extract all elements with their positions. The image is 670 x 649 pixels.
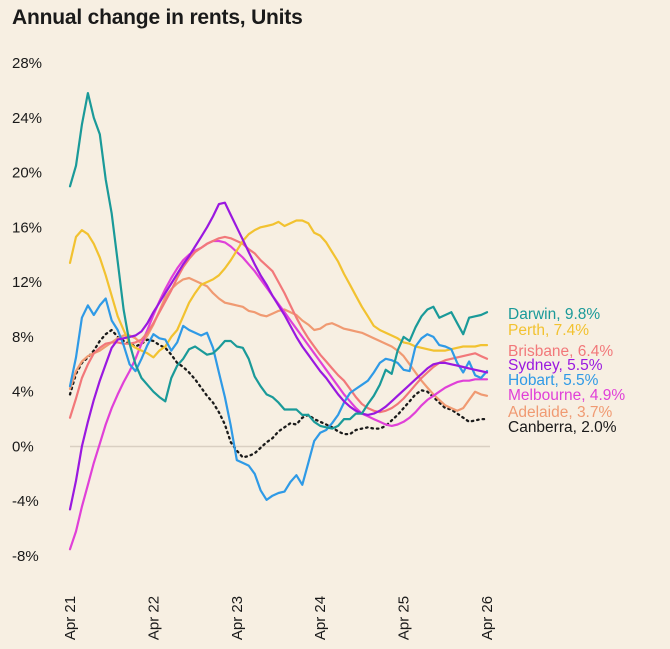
legend-label-sydney: Sydney, 5.5%: [508, 357, 603, 374]
legend-label-adelaide: Adelaide, 3.7%: [508, 404, 612, 421]
x-tick-label: Apr 23: [229, 596, 246, 640]
x-tick-label: Apr 26: [479, 596, 496, 640]
series-line-brisbane: [68, 235, 489, 419]
series-line-sydney: [68, 201, 489, 511]
legend-label-brisbane: Brisbane, 6.4%: [508, 343, 613, 360]
series-line-hobart: [68, 297, 489, 501]
series-line-perth: [68, 219, 489, 359]
y-tick-label: 4%: [12, 384, 34, 401]
x-tick-label: Apr 22: [145, 596, 162, 640]
y-tick-label: 0%: [12, 438, 34, 455]
y-tick-label: 12%: [12, 274, 42, 291]
x-axis: Apr 21 Apr 22 Apr 23 Apr 24 Apr 25 Apr 26: [62, 596, 496, 640]
series-line-darwin: [68, 91, 489, 430]
series-line-adelaide: [68, 276, 489, 412]
y-tick-label: -4%: [12, 493, 39, 510]
y-tick-label: 16%: [12, 219, 42, 236]
chart-title: Annual change in rents, Units: [12, 6, 303, 29]
legend-label-darwin: Darwin, 9.8%: [508, 306, 600, 323]
x-tick-label: Apr 24: [312, 596, 329, 640]
y-tick-label: 24%: [12, 110, 42, 127]
series-lines: [68, 91, 489, 551]
legend-label-canberra: Canberra, 2.0%: [508, 419, 617, 436]
legend-label-perth: Perth, 7.4%: [508, 322, 589, 339]
legend-label-hobart: Hobart, 5.5%: [508, 372, 599, 389]
y-axis: 28% 24% 20% 16% 12% 8% 4% 0% -4% -8%: [12, 55, 42, 565]
series-line-canberra: [68, 328, 489, 459]
y-tick-label: -8%: [12, 548, 39, 565]
y-tick-label: 28%: [12, 55, 42, 72]
x-tick-label: Apr 21: [62, 596, 79, 640]
legend-label-melbourne: Melbourne, 4.9%: [508, 387, 625, 404]
series-line-melbourne: [68, 239, 489, 551]
y-tick-label: 8%: [12, 329, 34, 346]
x-tick-label: Apr 25: [396, 596, 413, 640]
y-tick-label: 20%: [12, 165, 42, 182]
legend: Darwin, 9.8%Perth, 7.4% Brisbane, 6.4%Syd…: [508, 306, 625, 436]
